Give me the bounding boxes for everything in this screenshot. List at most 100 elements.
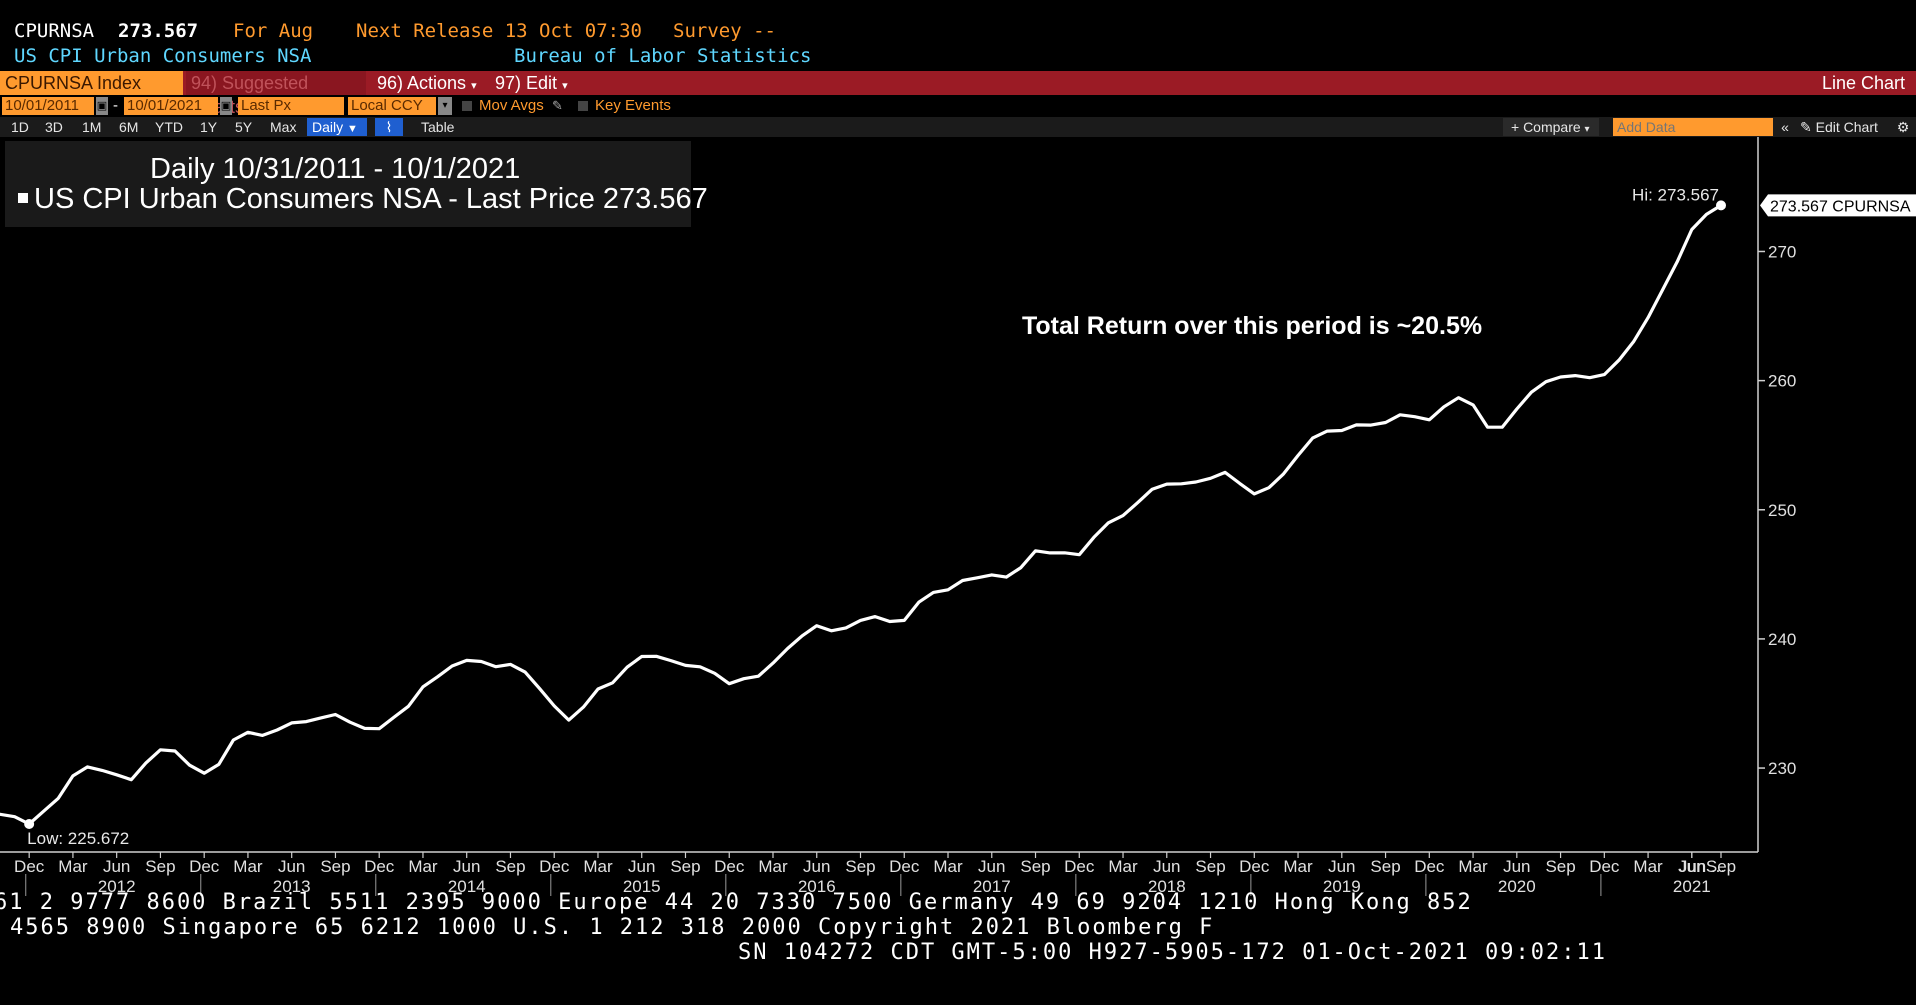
period-5y[interactable]: 5Y <box>235 119 253 135</box>
edit-menu[interactable]: 97) Edit ▾ <box>490 71 576 95</box>
collapse-left-icon[interactable]: « <box>1781 119 1789 135</box>
data-point <box>1165 482 1168 486</box>
x-month-label: Dec <box>1239 857 1270 876</box>
field-selector[interactable]: Last Px <box>238 97 344 115</box>
data-point <box>961 579 964 582</box>
x-month-label: Sep <box>495 857 525 876</box>
data-point <box>684 664 687 667</box>
data-point <box>71 774 75 778</box>
data-point <box>305 720 308 723</box>
y-tick-label: 270 <box>1768 242 1796 261</box>
data-point <box>1661 288 1664 291</box>
total-return-annotation: Total Return over this period is ~20.5% <box>1022 312 1482 340</box>
data-point <box>859 619 862 622</box>
data-point <box>100 769 104 772</box>
chevron-down-icon: ▾ <box>1584 124 1590 135</box>
data-point <box>1267 486 1271 489</box>
currency-selector[interactable]: Local CCY <box>348 97 436 115</box>
gear-icon[interactable]: ⚙ <box>1896 119 1910 135</box>
x-month-label: Jun <box>1678 857 1705 876</box>
edit-chart-button[interactable]: ✎ Edit Chart <box>1800 118 1890 136</box>
data-point <box>771 661 775 665</box>
data-point <box>188 764 191 767</box>
data-point <box>1136 501 1139 504</box>
data-point <box>1705 213 1708 216</box>
legend-box: Daily 10/31/2011 - 10/1/2021 US CPI Urba… <box>5 141 708 227</box>
data-point <box>640 655 643 658</box>
data-point <box>130 778 133 781</box>
periodicity-dropdown[interactable]: Daily ▼ <box>307 118 367 136</box>
x-month-label: Jun <box>1153 857 1180 876</box>
key-events-checkbox[interactable] <box>578 101 588 111</box>
data-point <box>1326 429 1329 433</box>
data-point <box>567 718 571 722</box>
legend-swatch <box>18 193 28 203</box>
period-1m[interactable]: 1M <box>82 119 102 135</box>
chart-type-label[interactable]: Line Chart <box>1821 73 1905 93</box>
ticker-label: CPURNSA <box>14 20 95 42</box>
x-month-label: Mar <box>58 857 88 876</box>
table-button[interactable]: Table <box>421 119 455 135</box>
add-data-input[interactable] <box>1613 118 1773 136</box>
data-point <box>436 675 439 678</box>
security-field[interactable]: CPURNSA Index <box>0 71 183 95</box>
x-month-label: Dec <box>1414 857 1445 876</box>
data-point <box>1515 407 1519 411</box>
actions-menu[interactable]: 96) Actions ▾ <box>372 71 486 95</box>
next-release: Next Release 13 Oct 07:30 <box>356 20 642 42</box>
period-max[interactable]: Max <box>270 119 297 135</box>
x-month-label: Dec <box>889 857 920 876</box>
x-year-label: 2014 <box>448 877 486 896</box>
footer-line-3: SN 104272 CDT GMT-5:00 H927-5905-172 01-… <box>738 940 1607 965</box>
pencil-icon[interactable]: ✎ <box>552 98 563 113</box>
period-1d[interactable]: 1D <box>11 119 29 135</box>
calendar-icon[interactable]: ▣ <box>220 97 232 115</box>
x-year-label: 2017 <box>973 877 1011 896</box>
x-month-label: Sep <box>1195 857 1225 876</box>
x-month-label: Mar <box>1283 857 1313 876</box>
data-point <box>523 670 527 674</box>
x-month-label: Jun <box>803 857 830 876</box>
data-point <box>742 677 746 680</box>
x-year-label: 2019 <box>1323 877 1361 896</box>
period-3d[interactable]: 3D <box>45 119 63 135</box>
end-date-field[interactable]: 10/01/2021 <box>124 97 218 115</box>
high-marker <box>1716 200 1726 211</box>
data-point <box>1296 454 1300 457</box>
data-point <box>1048 551 1052 555</box>
x-month-label: Jun ... <box>1679 857 1725 876</box>
data-point <box>888 620 891 623</box>
pencil-icon: ✎ <box>1800 119 1816 135</box>
chevron-down-icon[interactable]: ▾ <box>438 97 452 115</box>
period-1y[interactable]: 1Y <box>200 119 218 135</box>
series-name: US CPI Urban Consumers NSA <box>14 45 312 67</box>
data-point <box>990 573 993 577</box>
data-point <box>348 721 352 724</box>
data-point <box>1253 492 1256 496</box>
data-point <box>392 716 395 719</box>
mov-avgs-checkbox[interactable] <box>462 101 472 111</box>
data-point <box>873 615 877 618</box>
mov-avgs-label: Mov Avgs <box>479 97 544 114</box>
line-chart-icon[interactable]: ⌇ <box>375 118 403 136</box>
compare-button[interactable]: + Compare ▾ <box>1503 118 1599 136</box>
x-month-label: Mar <box>408 857 438 876</box>
data-point <box>1194 480 1198 484</box>
data-point <box>655 655 658 658</box>
edit-chart-label: Edit Chart <box>1815 119 1878 135</box>
data-point <box>217 763 220 766</box>
data-point <box>1676 260 1679 264</box>
period-bar: 1D 3D 1M 6M YTD 1Y 5Y Max Daily ▼ ⌇ Tabl… <box>0 117 1916 137</box>
data-point <box>553 704 556 708</box>
data-point <box>728 682 731 685</box>
data-point <box>261 734 264 737</box>
calendar-icon[interactable]: ▣ <box>96 97 108 115</box>
y-tick-label: 240 <box>1768 630 1796 649</box>
start-date-field[interactable]: 10/01/2011 <box>2 97 94 115</box>
period-ytd[interactable]: YTD <box>155 119 183 135</box>
period-6m[interactable]: 6M <box>119 119 139 135</box>
data-point <box>115 773 118 776</box>
key-events-label: Key Events <box>595 97 671 114</box>
chevron-down-icon: ▼ <box>347 123 358 135</box>
data-point <box>232 738 235 742</box>
